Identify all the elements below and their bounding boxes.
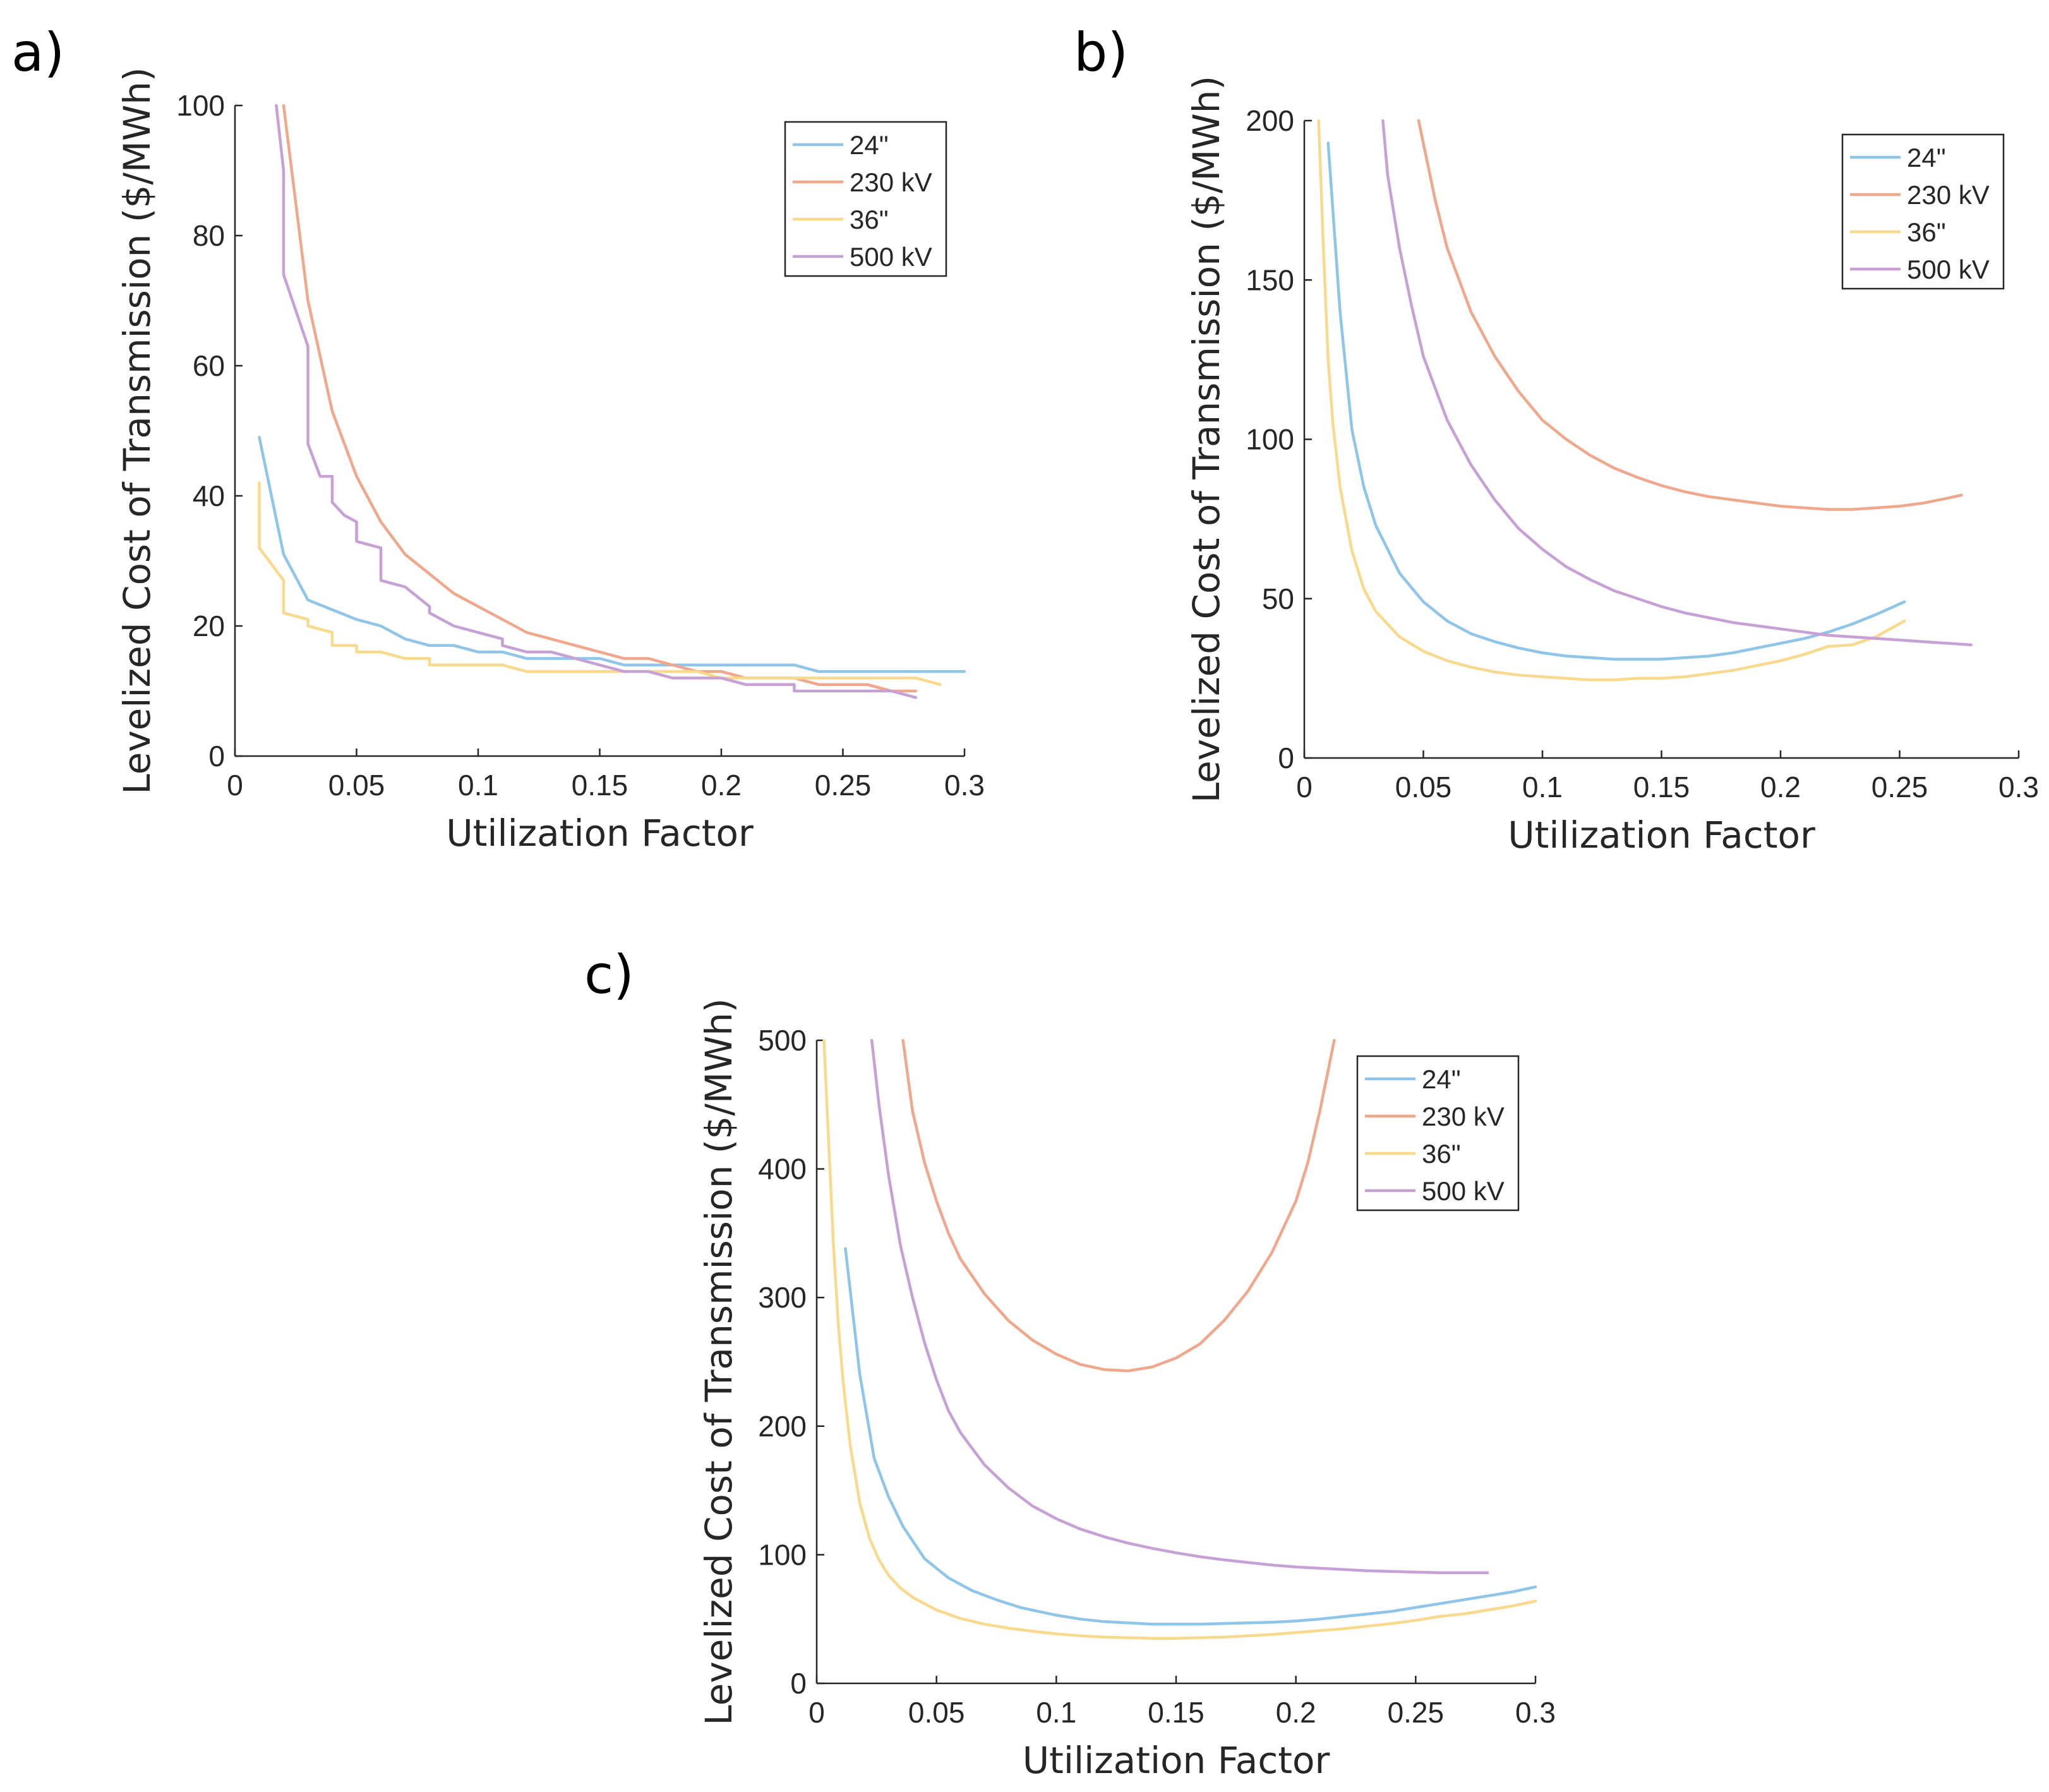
chart-a-y-tick-label: 60	[193, 349, 225, 382]
chart-b: b) 0 0.05 0.1 0.15 0.2 0.25 0.3 0 50 100 150 200 Util…	[1074, 21, 2039, 857]
chart-c-y-tick-label: 300	[758, 1281, 807, 1314]
chart-a-legend-box	[784, 121, 947, 277]
chart-b-legend: 24" 230 kV 36" 500 kV	[1841, 133, 2005, 290]
chart-a-x-tick-label: 0	[227, 769, 243, 802]
chart-b-y-axis-title: Levelized Cost of Transmission ($/MWh)	[1185, 76, 1228, 803]
chart-c-y-tick-label: 500	[758, 1024, 807, 1057]
chart-a-series-230kv-line	[282, 104, 918, 693]
chart-a-x-tick-label: 0.3	[944, 769, 985, 802]
chart-b-x-tick-label: 0.05	[1395, 771, 1452, 803]
chart-b-series-500kv-line	[1381, 119, 1973, 647]
chart-b-y-tick-label: 100	[1246, 423, 1294, 456]
chart-b-y-tick-label: 150	[1246, 263, 1294, 296]
chart-b-x-tick-label: 0	[1296, 771, 1313, 803]
chart-b-legend-label-24in: 24"	[1907, 143, 1946, 172]
chart-b-series-230kv-line	[1417, 119, 1963, 511]
chart-a-legend-label-500kv: 500 kV	[850, 242, 932, 272]
chart-c-series-500kv-line	[870, 1038, 1489, 1575]
chart-b-legend-box	[1841, 133, 2005, 290]
chart-b-x-tick-label: 0.1	[1522, 771, 1563, 803]
chart-c-x-tick-label: 0.1	[1036, 1696, 1076, 1729]
chart-c-x-tick-label: 0.25	[1388, 1696, 1445, 1729]
chart-c-legend: 24" 230 kV 36" 500 kV	[1356, 1055, 1520, 1212]
chart-b-x-tick-label: 0.3	[1998, 771, 2039, 803]
chart-b-panel-label: b)	[1074, 21, 1128, 83]
chart-b-x-axis-title: Utilization Factor	[1508, 814, 1815, 857]
chart-c-legend-label-230kv: 230 kV	[1422, 1102, 1505, 1131]
chart-a-panel-label: a)	[11, 21, 64, 83]
chart-c-legend-label-500kv: 500 kV	[1422, 1176, 1505, 1206]
chart-a-x-tick-label: 0.15	[572, 769, 628, 802]
chart-c-panel-label: c)	[584, 944, 634, 1006]
chart-b-x-tick-label: 0.15	[1633, 771, 1690, 803]
chart-a: a) 0 0.05 0.1 0.15 0.2 0.25 0.3 0 20 40 60 80 100 Util…	[11, 21, 985, 855]
chart-c-series-24in-line	[844, 1247, 1537, 1626]
chart-a-y-tick-label: 20	[193, 610, 225, 642]
chart-c-x-tick-label: 0.3	[1515, 1696, 1556, 1729]
chart-b-legend-label-36in: 36"	[1907, 217, 1946, 247]
chart-a-legend-label-24in: 24"	[850, 130, 889, 160]
chart-c-x-tick-label: 0.2	[1276, 1696, 1316, 1729]
chart-a-legend-label-230kv: 230 kV	[850, 167, 932, 197]
chart-c-y-axis-title: Levelized Cost of Transmission ($/MWh)	[697, 998, 740, 1725]
chart-c-legend-box	[1356, 1055, 1520, 1212]
chart-c-y-tick-label: 400	[758, 1153, 807, 1186]
chart-a-x-axis-title: Utilization Factor	[446, 812, 754, 855]
chart-b-legend-label-230kv: 230 kV	[1907, 180, 1990, 210]
chart-c-x-tick-label: 0.15	[1148, 1696, 1205, 1729]
chart-b-y-tick-label: 0	[1278, 742, 1294, 774]
chart-a-y-tick-label: 40	[193, 479, 225, 512]
chart-c-y-tick-label: 200	[758, 1410, 807, 1443]
chart-b-y-tick-label: 200	[1246, 104, 1294, 137]
chart-c-legend-label-36in: 36"	[1422, 1139, 1461, 1169]
chart-a-y-tick-label: 0	[208, 740, 225, 773]
chart-b-series-36in-line	[1317, 119, 1906, 682]
chart-c-series-230kv-line	[901, 1038, 1336, 1373]
chart-b-x-tick-label: 0.2	[1760, 771, 1801, 803]
chart-b-y-tick-label: 50	[1262, 582, 1294, 615]
chart-a-series-24in-line	[258, 436, 966, 673]
chart-c-legend-label-24in: 24"	[1422, 1064, 1461, 1094]
chart-a-x-tick-label: 0.25	[815, 769, 872, 802]
chart-b-legend-label-500kv: 500 kV	[1907, 255, 1990, 284]
chart-c-series-36in-line	[822, 1038, 1537, 1640]
chart-a-x-tick-label: 0.2	[701, 769, 742, 802]
chart-a-legend: 24" 230 kV 36" 500 kV	[784, 121, 947, 277]
chart-a-x-tick-label: 0.1	[458, 769, 498, 802]
chart-b-x-tick-label: 0.25	[1872, 771, 1928, 803]
chart-c-x-tick-label: 0	[808, 1696, 825, 1729]
chart-c: c) 0 0.05 0.1 0.15 0.2 0.25 0.3 0 100 200 300 400 500…	[584, 944, 1556, 1782]
chart-a-y-axis-title: Levelized Cost of Transmission ($/MWh)	[116, 67, 159, 794]
chart-a-series-500kv-line	[275, 104, 918, 699]
chart-c-y-tick-label: 0	[790, 1667, 807, 1700]
chart-a-y-tick-label: 80	[193, 219, 225, 252]
chart-a-series-36in-line	[258, 481, 942, 686]
chart-a-legend-label-36in: 36"	[850, 205, 889, 234]
chart-b-series-24in-line	[1326, 141, 1906, 661]
chart-a-x-tick-label: 0.05	[328, 769, 385, 802]
chart-c-x-tick-label: 0.05	[908, 1696, 965, 1729]
chart-a-y-tick-label: 100	[176, 89, 225, 122]
chart-c-x-axis-title: Utilization Factor	[1023, 1739, 1330, 1782]
chart-c-y-tick-label: 100	[758, 1538, 807, 1571]
